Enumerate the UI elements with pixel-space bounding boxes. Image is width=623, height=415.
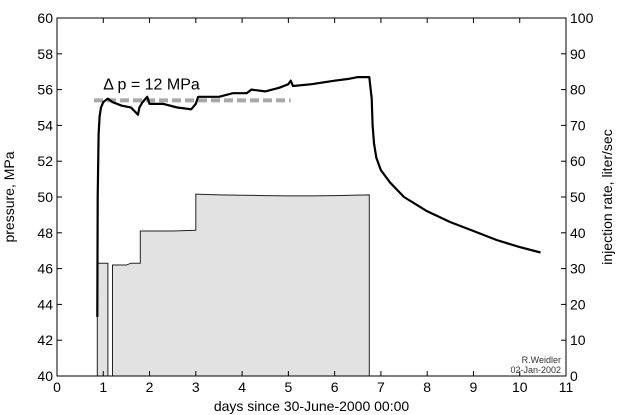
y-axis-left-label: pressure, MPa [1,151,17,242]
y-right-tick-label: 90 [570,46,586,62]
y-right-tick-label: 70 [570,117,586,133]
delta-p-annotation: Δ p = 12 MPa [103,77,200,94]
y-left-tick-label: 52 [37,153,53,169]
x-tick-label: 2 [146,379,154,395]
x-tick-label: 8 [423,379,431,395]
x-tick-label: 7 [377,379,385,395]
y-left-tick-label: 40 [37,368,53,384]
y-left-tick-label: 50 [37,189,53,205]
y-right-tick-label: 20 [570,296,586,312]
y-right-tick-label: 60 [570,153,586,169]
y-left-tick-label: 60 [37,10,53,26]
y-left-tick-label: 44 [37,296,53,312]
credit-author: R.Weidler [522,355,561,365]
x-tick-label: 1 [99,379,107,395]
y-left-tick-label: 48 [37,225,53,241]
credit-date: 02-Jan-2002 [510,365,561,375]
y-left-tick-label: 56 [37,82,53,98]
y-left-tick-label: 58 [37,46,53,62]
y-right-tick-label: 0 [570,368,578,384]
y-right-tick-label: 30 [570,261,586,277]
x-axis-label: days since 30-June-2000 00:00 [214,398,410,414]
x-tick-label: 5 [284,379,292,395]
plot-area [94,76,541,377]
y-right-tick-label: 100 [570,10,594,26]
y-right-tick-label: 40 [570,225,586,241]
y-left-tick-label: 42 [37,332,53,348]
x-tick-label: 0 [53,379,61,395]
x-tick-label: 3 [192,379,200,395]
x-tick-label: 6 [331,379,339,395]
axes: 0 1 2 3 4 5 6 7 8 9 10 1140424446485052545658600102… [37,10,593,395]
x-tick-label: 4 [238,379,246,395]
y-right-tick-label: 10 [570,332,586,348]
y-right-tick-label: 50 [570,189,586,205]
x-tick-label: 11 [559,379,574,395]
x-tick-label: 9 [470,379,478,395]
y-axis-right-label: injection rate, liter/sec [599,129,615,264]
x-tick-label: 10 [512,379,528,395]
y-right-tick-label: 80 [570,82,586,98]
injection-rate-area-0 [96,193,370,377]
pressure-line-0 [96,76,541,317]
y-left-tick-label: 54 [37,117,53,133]
y-left-tick-label: 46 [37,261,53,277]
